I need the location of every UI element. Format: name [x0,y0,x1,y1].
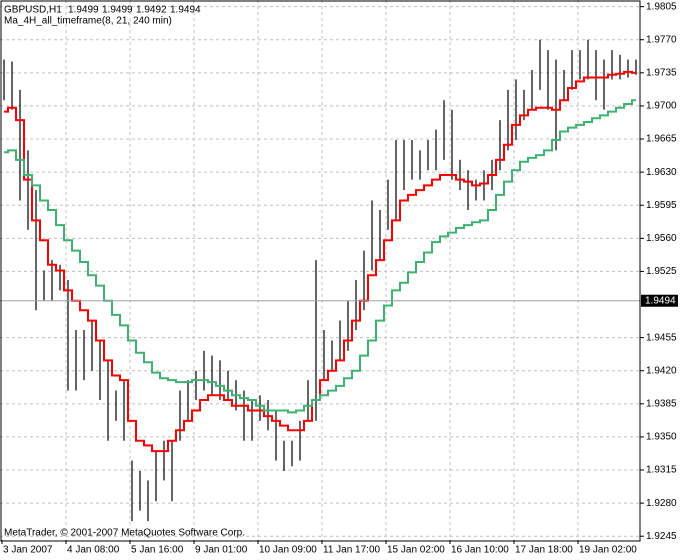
y-tick-label: 1.9280 [646,498,677,509]
ohlc-high: 1.9499 [102,5,133,16]
y-tick-label: 1.9560 [646,233,677,244]
x-tick-label: 10 Jan 09:00 [259,545,317,556]
y-tick-label: 1.9735 [646,67,677,78]
marks [0,39,640,522]
y-tick-label: 1.9595 [646,200,677,211]
x-tick-label: 3 Jan 2007 [3,545,53,556]
x-tick-label: 15 Jan 02:00 [387,545,445,556]
x-tick-label: 19 Jan 02:00 [579,545,637,556]
grid [0,0,640,540]
ohlc-open: 1.9499 [68,5,99,16]
y-tick-label: 1.9420 [646,365,677,376]
x-tick-label: 17 Jan 18:00 [515,545,573,556]
y-tick-label: 1.9630 [646,167,677,178]
x-tick-label: 9 Jan 01:00 [195,545,248,556]
y-tick-label: 1.9455 [646,332,677,343]
y-tick-label: 1.9385 [646,398,677,409]
y-tick-label: 1.9315 [646,465,677,476]
x-tick-label: 11 Jan 17:00 [323,545,381,556]
y-tick-label: 1.9245 [646,531,677,542]
y-tick-label: 1.9350 [646,432,677,443]
symbol: GBPUSD,H1 [4,5,62,16]
current-price-box [641,294,678,307]
y-tick-label: 1.9665 [646,134,677,145]
y-tick-label: 1.9770 [646,34,677,45]
indicator-label: Ma_4H_all_timeframe(8, 21, 240 min) [4,16,172,27]
y-tick-label: 1.9700 [646,101,677,112]
moving-average-line [4,70,636,453]
y-tick-label: 1.9805 [646,1,677,12]
x-tick-label: 16 Jan 10:00 [451,545,509,556]
y-tick-label: 1.9525 [646,266,677,277]
copyright: MetaTrader, © 2001-2007 MetaQuotes Softw… [4,528,245,539]
x-tick-label: 5 Jan 16:00 [131,545,184,556]
current-price-label: 1.9494 [645,295,676,306]
ohlc-close: 1.9494 [170,5,201,16]
ohlc-low: 1.9492 [136,5,167,16]
x-tick-label: 4 Jan 08:00 [67,545,120,556]
